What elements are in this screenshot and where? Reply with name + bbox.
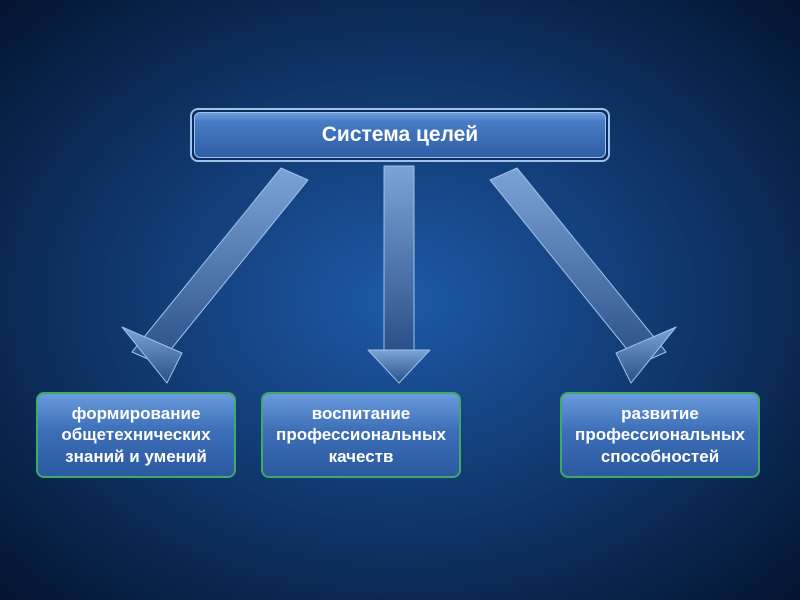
child-node-0: формирование общетехнических знаний и ум… [36, 392, 236, 478]
child-node-2: развитие профессиональных способностей [560, 392, 760, 478]
child-node-2-label: развитие профессиональных способностей [566, 403, 754, 467]
child-node-1: воспитание профессиональных качеств [261, 392, 461, 478]
root-node-label: Система целей [322, 123, 478, 147]
child-node-1-label: воспитание профессиональных качеств [267, 403, 455, 467]
slide-background [0, 0, 800, 600]
root-node: Система целей [190, 108, 610, 162]
child-node-0-label: формирование общетехнических знаний и ум… [42, 403, 230, 467]
root-node-inner: Система целей [194, 112, 606, 158]
